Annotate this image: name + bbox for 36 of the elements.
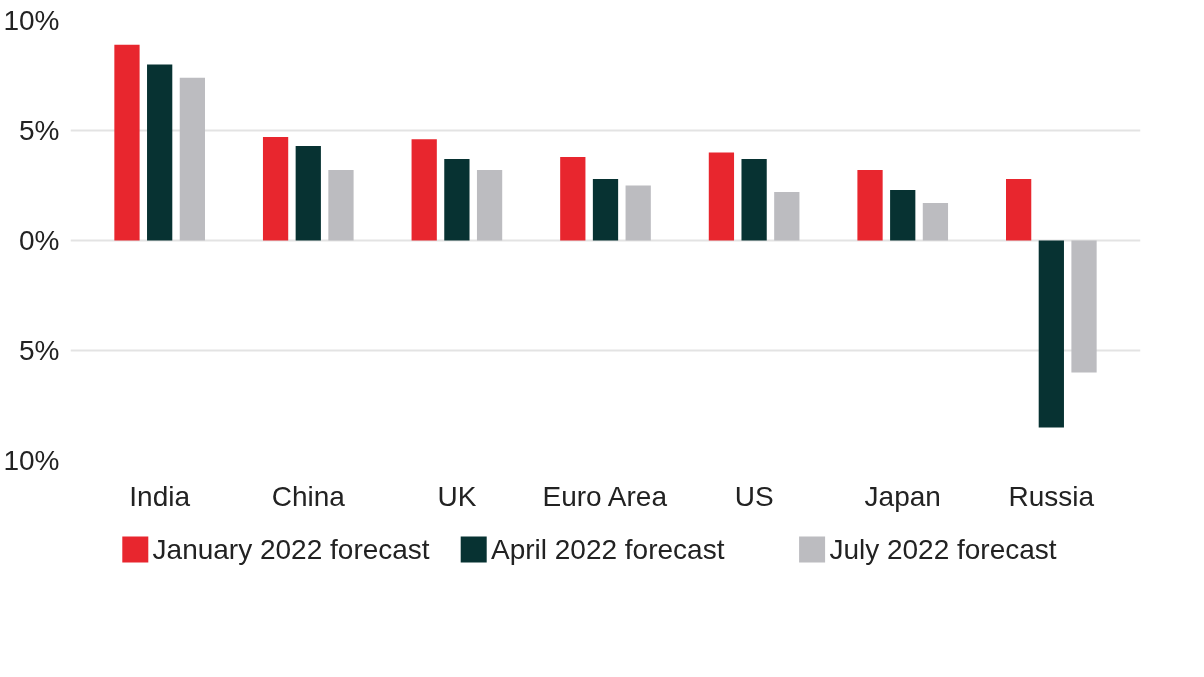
legend-label: January 2022 forecast [152,534,430,565]
y-tick-label: 0% [19,225,60,256]
bar [890,189,916,241]
bar [857,170,883,241]
x-tick-label: Japan [864,480,941,512]
x-tick-label: Euro Area [542,480,668,512]
bar [1071,240,1097,373]
bar [444,159,470,241]
y-tick-label: 10% [3,445,60,476]
x-tick-label: Russia [1008,480,1095,512]
bar [741,159,767,241]
y-tick-label: 10% [3,5,60,36]
x-tick-label: US [734,480,774,512]
bar [262,137,289,241]
x-tick-label: India [129,480,191,512]
bar [922,203,949,241]
bar [1006,178,1032,241]
bar [774,192,800,241]
x-tick-label: UK [437,480,477,512]
legend-label: April 2022 forecast [490,534,725,565]
bar [147,64,173,241]
bar [560,156,586,241]
bar [708,152,735,241]
bar [295,145,321,241]
x-tick-label: China [271,480,346,512]
bar [592,178,619,241]
bar [179,77,205,241]
bar [625,185,651,241]
y-tick-label: 5% [19,335,60,366]
bar [114,44,140,241]
bar [1038,240,1064,428]
bar [476,170,503,241]
bar [328,170,354,241]
bar [411,139,437,241]
y-tick-label: 5% [19,115,60,146]
legend-label: July 2022 forecast [829,534,1057,565]
